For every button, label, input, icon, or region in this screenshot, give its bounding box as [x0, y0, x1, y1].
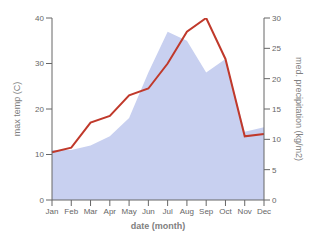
- svg-text:date (month): date (month): [131, 221, 186, 231]
- svg-text:20: 20: [272, 75, 281, 84]
- svg-text:30: 30: [272, 14, 281, 23]
- svg-text:0: 0: [272, 196, 277, 205]
- svg-text:25: 25: [272, 44, 281, 53]
- svg-text:20: 20: [35, 105, 44, 114]
- svg-text:Mar: Mar: [84, 207, 98, 216]
- svg-text:Oct: Oct: [219, 207, 232, 216]
- svg-text:10: 10: [35, 150, 44, 159]
- svg-text:Aug: Aug: [180, 207, 194, 216]
- svg-text:0: 0: [40, 196, 45, 205]
- svg-text:Jul: Jul: [163, 207, 173, 216]
- svg-text:med. precipitation (kg/m2): med. precipitation (kg/m2): [294, 57, 304, 161]
- svg-text:40: 40: [35, 14, 44, 23]
- svg-text:Jun: Jun: [142, 207, 155, 216]
- svg-text:Jan: Jan: [46, 207, 59, 216]
- svg-text:Nov: Nov: [238, 207, 252, 216]
- svg-text:Sep: Sep: [199, 207, 214, 216]
- svg-text:Apr: Apr: [104, 207, 117, 216]
- svg-text:max temp (C): max temp (C): [12, 82, 22, 137]
- svg-text:Dec: Dec: [257, 207, 271, 216]
- svg-text:5: 5: [272, 166, 277, 175]
- svg-text:30: 30: [35, 59, 44, 68]
- svg-text:Feb: Feb: [64, 207, 78, 216]
- svg-text:May: May: [122, 207, 137, 216]
- svg-text:10: 10: [272, 135, 281, 144]
- svg-text:15: 15: [272, 105, 281, 114]
